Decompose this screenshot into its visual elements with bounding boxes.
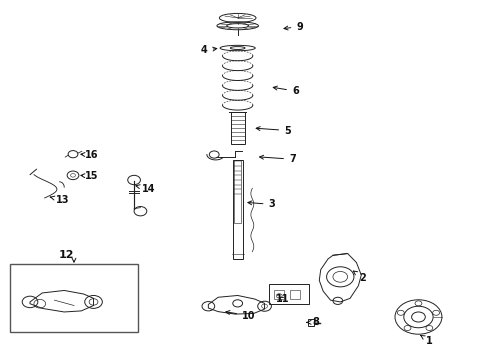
Bar <box>270 284 309 304</box>
Bar <box>231 112 245 144</box>
Text: 13: 13 <box>50 195 70 205</box>
Text: 14: 14 <box>136 184 156 194</box>
Text: 10: 10 <box>226 311 256 320</box>
Bar <box>10 264 138 332</box>
Text: 12: 12 <box>59 250 74 260</box>
Text: 2: 2 <box>353 271 366 283</box>
Text: 15: 15 <box>81 171 98 181</box>
Text: 1: 1 <box>420 335 433 346</box>
Text: 3: 3 <box>248 199 275 210</box>
Text: 7: 7 <box>260 154 296 164</box>
Text: 6: 6 <box>273 86 299 96</box>
Bar <box>274 291 284 300</box>
Text: 16: 16 <box>81 150 98 160</box>
Bar <box>308 319 315 326</box>
Text: 5: 5 <box>256 126 291 135</box>
Bar <box>233 159 243 259</box>
Text: 4: 4 <box>201 45 217 55</box>
Bar <box>290 291 300 300</box>
Text: 8: 8 <box>307 318 319 327</box>
Text: 11: 11 <box>276 294 289 304</box>
Text: 9: 9 <box>284 22 303 32</box>
Bar <box>235 159 241 223</box>
